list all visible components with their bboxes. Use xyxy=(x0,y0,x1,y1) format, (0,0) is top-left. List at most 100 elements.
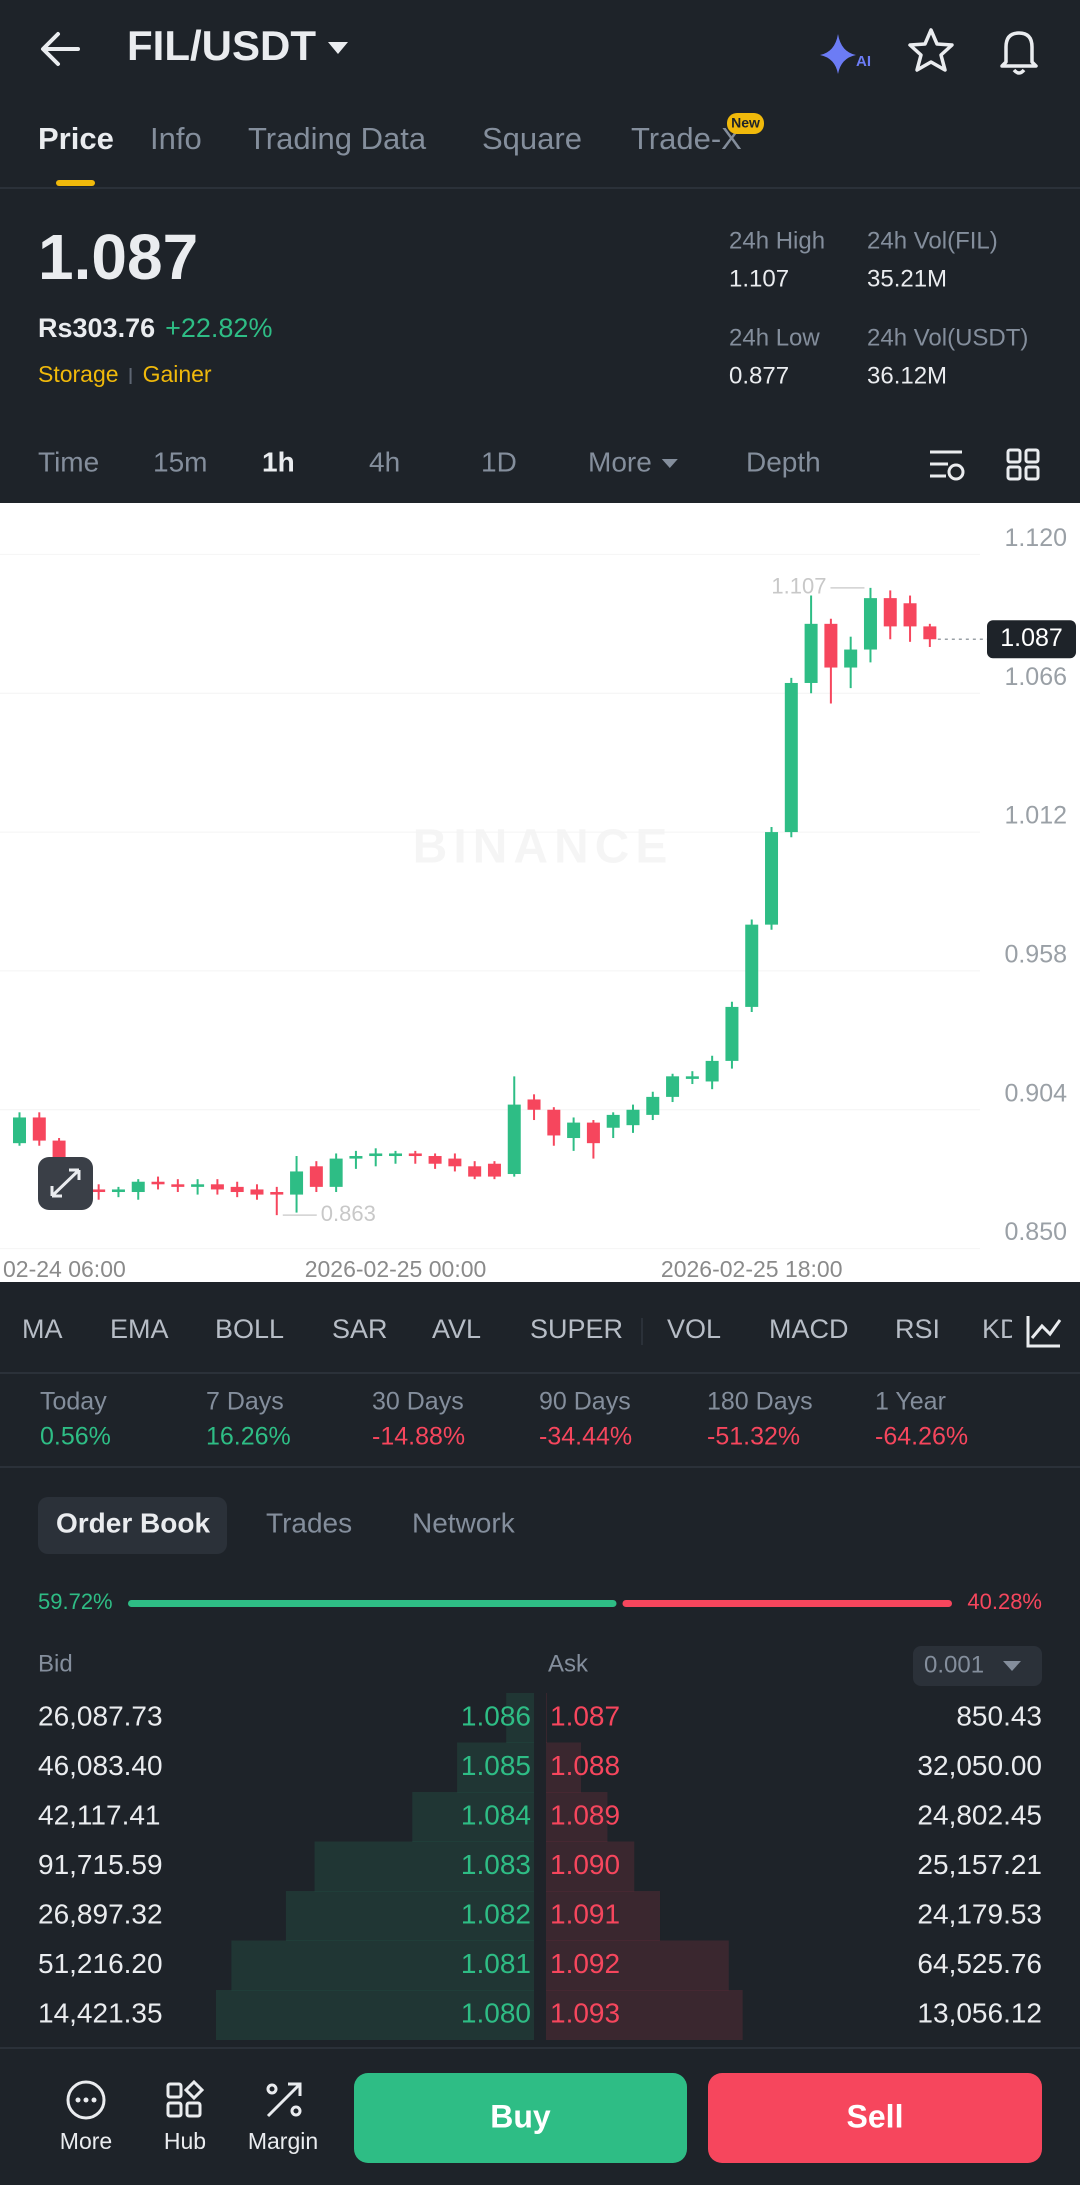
candle-body xyxy=(606,1114,620,1128)
back-button[interactable] xyxy=(41,32,80,66)
fullscreen-button[interactable] xyxy=(38,1157,93,1210)
y-tick-label: 1.120 xyxy=(1004,524,1067,552)
period-label: 1 Year xyxy=(875,1388,946,1416)
stat-label: 24h Vol(FIL) xyxy=(867,227,998,254)
icon xyxy=(166,2101,183,2118)
y-tick-label: 0.958 xyxy=(1004,941,1067,969)
dropdown-icon xyxy=(1003,1661,1021,1671)
period-label: 90 Days xyxy=(539,1388,631,1416)
bid-depth xyxy=(231,1940,534,1991)
nav-label[interactable]: Hub xyxy=(164,2128,206,2154)
ratio-label: 40.28% xyxy=(967,1589,1042,1614)
ask-price: 1.089 xyxy=(550,1799,620,1830)
icon xyxy=(1006,465,1022,481)
stat-value: 36.12M xyxy=(867,362,947,389)
ask-depth xyxy=(546,1792,608,1842)
indicator[interactable]: RSI xyxy=(895,1314,940,1344)
sell-button[interactable] xyxy=(708,2073,1042,2163)
icon xyxy=(166,2082,183,2099)
watermark: BINANCE xyxy=(413,821,674,874)
nav-label[interactable]: Margin xyxy=(248,2128,318,2154)
bid-depth xyxy=(216,1990,534,2040)
bid-price: 1.085 xyxy=(461,1750,531,1781)
candle-body xyxy=(329,1158,343,1187)
bid-qty: 14,421.35 xyxy=(38,1997,163,2028)
buy-label[interactable]: Buy xyxy=(490,2098,551,2134)
indicator[interactable]: EMA xyxy=(110,1314,169,1344)
candle-body xyxy=(626,1109,640,1126)
interval[interactable]: 4h xyxy=(369,446,400,477)
candle-body xyxy=(230,1186,244,1193)
bid-header: Bid xyxy=(38,1650,73,1677)
indicator[interactable]: VOL xyxy=(667,1314,721,1344)
period-change: -14.88% xyxy=(372,1423,465,1451)
book-tab[interactable]: Network xyxy=(412,1507,516,1538)
new-badge-label: New xyxy=(731,115,760,131)
interval[interactable]: 1h xyxy=(262,446,295,477)
pair-title[interactable]: FIL/USDT xyxy=(127,22,316,69)
precision-select[interactable] xyxy=(913,1646,1042,1686)
bid-depth xyxy=(506,1693,534,1743)
book-tab[interactable]: Order Book xyxy=(56,1507,210,1538)
ratio-label: 59.72% xyxy=(38,1589,113,1614)
indicator[interactable]: SUPER xyxy=(530,1314,623,1344)
ai-button[interactable]: AI xyxy=(820,34,871,74)
indicator[interactable]: SAR xyxy=(332,1314,388,1344)
margin-icon xyxy=(266,2082,302,2118)
bid-qty: 91,715.59 xyxy=(38,1849,163,1880)
bid-price: 1.083 xyxy=(461,1849,531,1880)
ask-qty: 25,157.21 xyxy=(917,1849,1042,1880)
bid-price: 1.080 xyxy=(461,1997,531,2028)
indicator[interactable]: BOLL xyxy=(215,1314,284,1344)
favorite-button[interactable] xyxy=(908,28,954,72)
tab[interactable]: Price xyxy=(38,121,114,156)
tab[interactable]: Square xyxy=(482,121,582,156)
candle-body xyxy=(824,623,838,668)
book-tab[interactable]: Trades xyxy=(266,1507,352,1538)
indicator[interactable]: MA xyxy=(22,1314,63,1344)
candle-body xyxy=(784,682,798,833)
bid-qty: 26,897.32 xyxy=(38,1898,163,1929)
low-marker-label: 0.863 xyxy=(321,1201,376,1226)
ask-depth xyxy=(546,1990,743,2040)
active-tab-bg xyxy=(38,1497,227,1554)
ask-header: Ask xyxy=(548,1650,589,1677)
candle-body xyxy=(804,623,818,683)
price-change: +22.82% xyxy=(165,313,272,343)
y-tick-label: 1.012 xyxy=(1004,802,1067,830)
interval[interactable]: Depth xyxy=(746,446,821,477)
ai-icon-label: AI xyxy=(856,53,871,70)
bid-depth xyxy=(285,1891,534,1941)
high-marker-label: 1.107 xyxy=(771,574,826,599)
layout-button[interactable] xyxy=(1006,448,1040,481)
tab[interactable]: Info xyxy=(150,121,202,156)
interval[interactable]: 15m xyxy=(153,446,207,477)
candle-body xyxy=(547,1109,561,1136)
interval[interactable]: Time xyxy=(38,446,99,477)
ratio-bar xyxy=(128,1600,617,1607)
candle-body xyxy=(448,1158,462,1167)
interval[interactable]: 1D xyxy=(481,446,517,477)
nav-label[interactable]: More xyxy=(60,2128,112,2154)
indicator[interactable]: AVL xyxy=(432,1314,481,1344)
period-label: 30 Days xyxy=(372,1388,464,1416)
interval[interactable]: More xyxy=(588,446,652,477)
indicator[interactable]: MACD xyxy=(769,1314,849,1344)
buy-button[interactable] xyxy=(354,2073,687,2163)
tab[interactable]: Trading Data xyxy=(248,121,427,156)
candle-body xyxy=(468,1166,482,1177)
pair-dropdown-icon xyxy=(327,42,348,54)
candle-body xyxy=(705,1060,719,1082)
chart-settings-button[interactable] xyxy=(930,450,965,481)
candle-body xyxy=(863,598,877,650)
candle-body xyxy=(191,1184,205,1187)
candle-body xyxy=(923,626,937,640)
tab[interactable]: Trade-X xyxy=(631,121,742,156)
alert-button[interactable] xyxy=(1000,31,1038,75)
fiat-price: Rs303.76 xyxy=(38,313,155,343)
sell-label[interactable]: Sell xyxy=(847,2098,904,2134)
ask-qty: 24,802.45 xyxy=(917,1799,1042,1830)
active-tab-indicator xyxy=(56,180,95,186)
bid-qty: 46,083.40 xyxy=(38,1750,163,1781)
